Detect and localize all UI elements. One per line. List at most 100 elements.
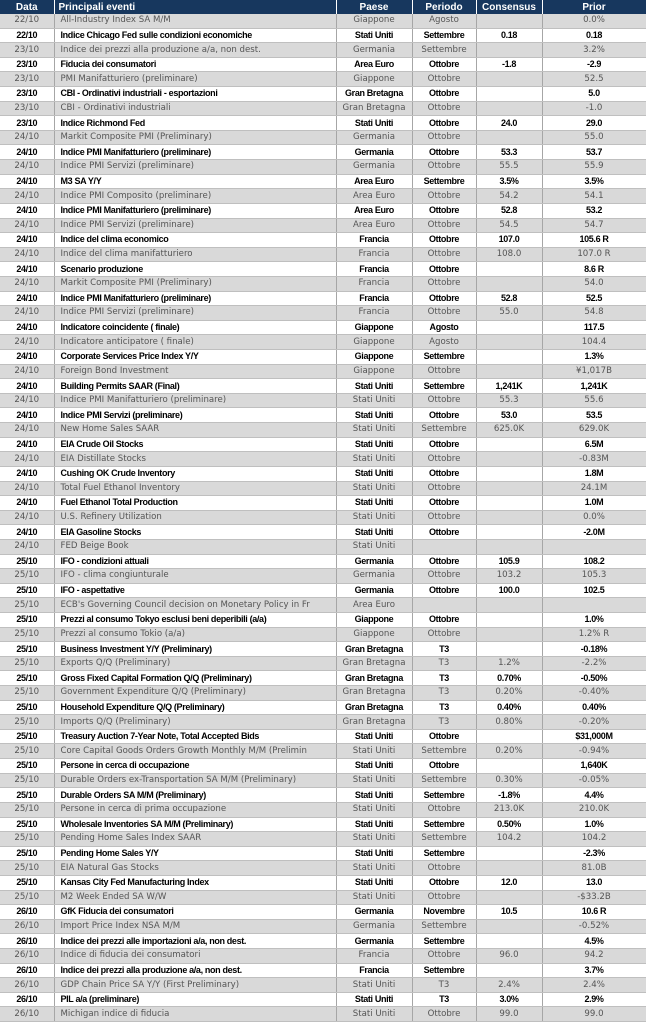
cell-country: Area Euro (336, 188, 413, 204)
cell-period: Ottobre (412, 115, 477, 131)
cell-prior: -0.94% (542, 743, 646, 760)
cell-consensus (476, 539, 543, 555)
cell-consensus (476, 495, 543, 511)
cell-consensus: -1.8 (476, 57, 543, 73)
table-row: 24/10 Indice PMI Manifatturiero (prelimin… (0, 203, 646, 219)
cell-prior: 53.2 (542, 203, 646, 219)
cell-date: 25/10 (0, 773, 55, 789)
cell-date: 25/10 (0, 875, 55, 891)
cell-prior: 13.0 (542, 875, 646, 891)
cell-consensus (476, 890, 543, 906)
cell-period: Settembre (412, 28, 477, 44)
cell-date: 23/10 (0, 86, 55, 102)
cell-country: Germania (336, 933, 413, 949)
cell-prior: 2.4% (542, 977, 646, 993)
cell-event: Indice dei prezzi alla produzione a/a, n… (54, 963, 337, 979)
table-row: 25/10 Pending Home Sales Y/Y Stati Uniti Se… (0, 846, 646, 862)
cell-consensus (476, 510, 543, 526)
cell-prior: 0.18 (542, 28, 646, 44)
cell-period: Ottobre (412, 188, 477, 204)
cell-consensus: 213.0K (476, 802, 543, 818)
table-row: 24/10 EIA Distillate Stocks Stati Uniti Ott… (0, 451, 646, 467)
cell-country: Francia (336, 261, 413, 277)
cell-period: Ottobre (412, 130, 477, 146)
table-row: 25/10 EIA Natural Gas Stocks Stati Uniti Ot… (0, 860, 646, 876)
cell-prior: -2.9 (542, 57, 646, 73)
cell-consensus (476, 860, 543, 876)
cell-prior: 3.7% (542, 963, 646, 979)
cell-event: Indice PMI Servizi (preliminare) (54, 305, 337, 321)
cell-period: Ottobre (412, 524, 477, 540)
cell-date: 25/10 (0, 583, 55, 599)
cell-date: 25/10 (0, 627, 55, 643)
cell-date: 24/10 (0, 203, 55, 219)
cell-prior: 94.2 (542, 948, 646, 964)
cell-country: Germania (336, 583, 413, 599)
cell-consensus: 108.0 (476, 247, 543, 263)
cell-event: Indice PMI Manifatturiero (preliminare) (54, 144, 337, 161)
cell-event: Total Fuel Ethanol Inventory (54, 481, 337, 497)
cell-period: Ottobre (412, 203, 477, 219)
cell-prior: -0.05% (542, 773, 646, 789)
table-row: 25/10 M2 Week Ended SA W/W Stati Uniti Otto… (0, 890, 646, 906)
cell-country: Giappone (336, 71, 413, 88)
cell-event: Import Price Index NSA M/M (54, 919, 337, 935)
cell-date: 26/10 (0, 1006, 55, 1023)
cell-country: Stati Uniti (336, 422, 413, 438)
cell-date: 24/10 (0, 320, 55, 336)
cell-event: Business Investment Y/Y (Preliminary) (54, 641, 337, 657)
cell-country: Gran Bretagna (336, 101, 413, 117)
table-row: 25/10 Core Capital Goods Orders Growth Mo… (0, 743, 646, 760)
cell-prior: 1,640K (542, 758, 646, 774)
cell-prior: ¥1,017B (542, 364, 646, 380)
table-row: 25/10 Household Expenditure Q/Q (Prelimin… (0, 700, 646, 716)
table-row: 25/10 Persone in cerca di prima occupazio… (0, 802, 646, 818)
cell-event: Indice del clima economico (54, 232, 337, 248)
cell-event: Indice del clima manifatturiero (54, 247, 337, 263)
cell-prior: 105.6 R (542, 232, 646, 248)
cell-period (412, 539, 477, 555)
cell-date: 25/10 (0, 597, 55, 613)
cell-date: 24/10 (0, 144, 55, 161)
cell-date: 24/10 (0, 451, 55, 467)
cell-event: Indice PMI Composito (preliminare) (54, 188, 337, 204)
table-row: 24/10 Indice PMI Manifatturiero (prelimin… (0, 291, 646, 307)
table-row: 26/10 Indice di fiducia dei consumatori Fr… (0, 948, 646, 964)
cell-event: Durable Orders SA M/M (Preliminary) (54, 787, 337, 803)
cell-prior: -$33.2B (542, 890, 646, 906)
cell-prior: 210.0K (542, 802, 646, 818)
cell-country: Francia (336, 247, 413, 263)
cell-period: Ottobre (412, 305, 477, 321)
cell-period: Ottobre (412, 627, 477, 643)
table-body: 22/10 All-Industry Index SA M/M Giappone Ag… (0, 14, 646, 1023)
cell-event: GDP Chain Price SA Y/Y (First Preliminar… (54, 977, 337, 993)
cell-prior: 104.4 (542, 334, 646, 351)
cell-period: Ottobre (412, 232, 477, 248)
cell-period: Settembre (412, 919, 477, 935)
header-consensus: Consensus (476, 0, 543, 14)
cell-prior: 54.0 (542, 276, 646, 292)
header-prior: Prior (542, 0, 646, 14)
table-row: 26/10 PIL a/a (preliminare) Stati Uniti T3 3… (0, 992, 646, 1008)
cell-event: IFO - clima congiunturale (54, 568, 337, 584)
cell-event: Persone in cerca di occupazione (54, 758, 337, 774)
cell-consensus: 105.9 (476, 554, 543, 570)
cell-prior: 117.5 (542, 320, 646, 336)
cell-prior: 5.0 (542, 86, 646, 102)
table-row: 25/10 IFO - clima congiunturale Germania Ot… (0, 568, 646, 584)
cell-country: Germania (336, 130, 413, 146)
cell-consensus (476, 612, 543, 628)
cell-consensus (476, 597, 543, 613)
cell-event: IFO - aspettative (54, 583, 337, 599)
cell-event: IFO - condizioni attuali (54, 554, 337, 570)
cell-event: EIA Crude Oil Stocks (54, 437, 337, 453)
table-row: 25/10 Persone in cerca di occupazione Stat… (0, 758, 646, 774)
cell-consensus (476, 481, 543, 497)
table-row: 23/10 Indice Richmond Fed Stati Uniti Ottob… (0, 115, 646, 131)
cell-period: Ottobre (412, 948, 477, 964)
cell-period: Settembre (412, 349, 477, 365)
cell-country: Stati Uniti (336, 539, 413, 555)
cell-date: 26/10 (0, 963, 55, 979)
cell-prior: 29.0 (542, 115, 646, 131)
cell-date: 24/10 (0, 232, 55, 248)
